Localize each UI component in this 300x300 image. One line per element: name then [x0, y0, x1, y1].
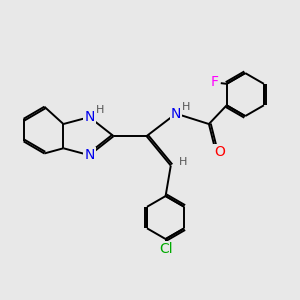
Text: N: N	[84, 148, 94, 162]
Text: Cl: Cl	[159, 242, 172, 256]
Text: H: H	[179, 157, 187, 167]
Text: N: N	[84, 110, 94, 124]
Text: N: N	[171, 106, 181, 121]
Text: H: H	[182, 102, 190, 112]
Text: H: H	[96, 105, 104, 115]
Text: F: F	[211, 75, 218, 89]
Text: O: O	[214, 145, 225, 159]
